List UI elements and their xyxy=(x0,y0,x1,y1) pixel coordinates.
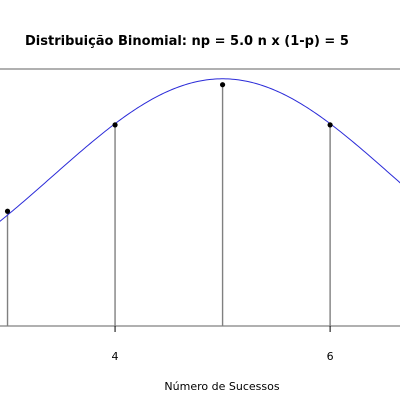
normal-curve xyxy=(0,78,400,222)
point-5 xyxy=(219,82,226,88)
point-3 xyxy=(4,208,11,214)
chart-title: Distribuição Binomial: np = 5.0 n x (1-p… xyxy=(25,34,349,49)
x-axis-label: Número de Sucessos xyxy=(164,380,279,393)
marker-group xyxy=(4,82,333,214)
point-6 xyxy=(327,122,333,128)
x-tick-label-6: 6 xyxy=(327,350,334,363)
stem-group xyxy=(6,84,331,326)
point-4 xyxy=(112,122,118,128)
x-tick-label-4: 4 xyxy=(112,350,119,363)
